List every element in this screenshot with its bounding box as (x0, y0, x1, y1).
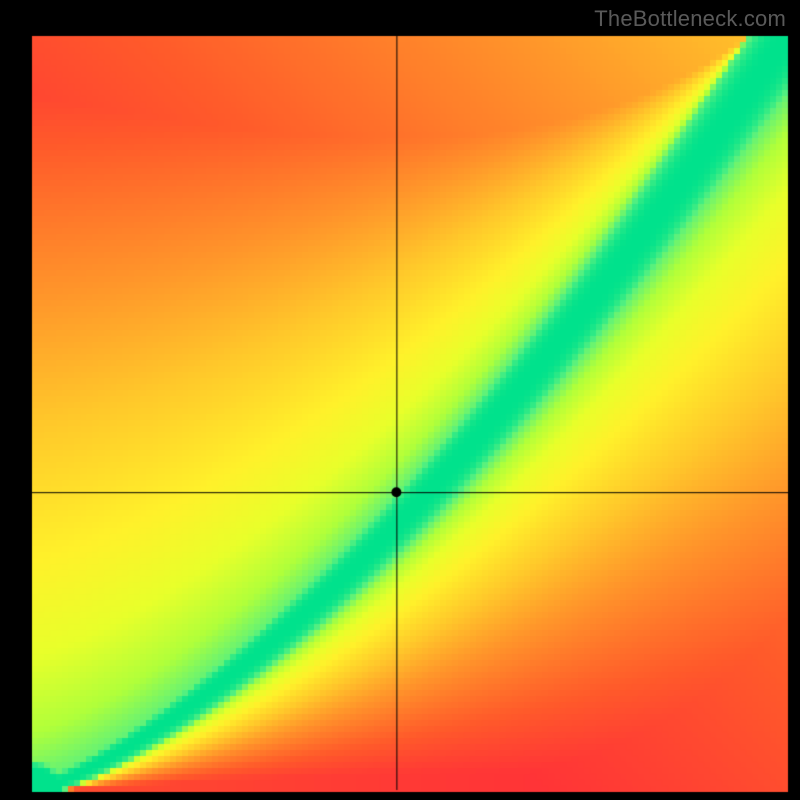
bottleneck-heatmap (0, 0, 800, 800)
watermark-text: TheBottleneck.com (594, 6, 786, 32)
